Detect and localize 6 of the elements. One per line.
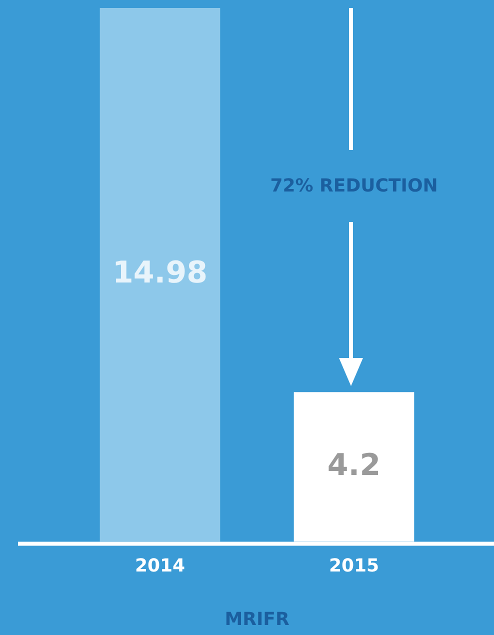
x-tick-label: 2015 [328, 555, 380, 576]
x-axis-title: MRIFR [224, 608, 290, 630]
data-label: 4.2 [327, 448, 381, 483]
x-tick-label: 2014 [134, 555, 186, 576]
annotation: 72% REDUCTION [270, 176, 438, 197]
data-label: 14.98 [112, 256, 208, 291]
